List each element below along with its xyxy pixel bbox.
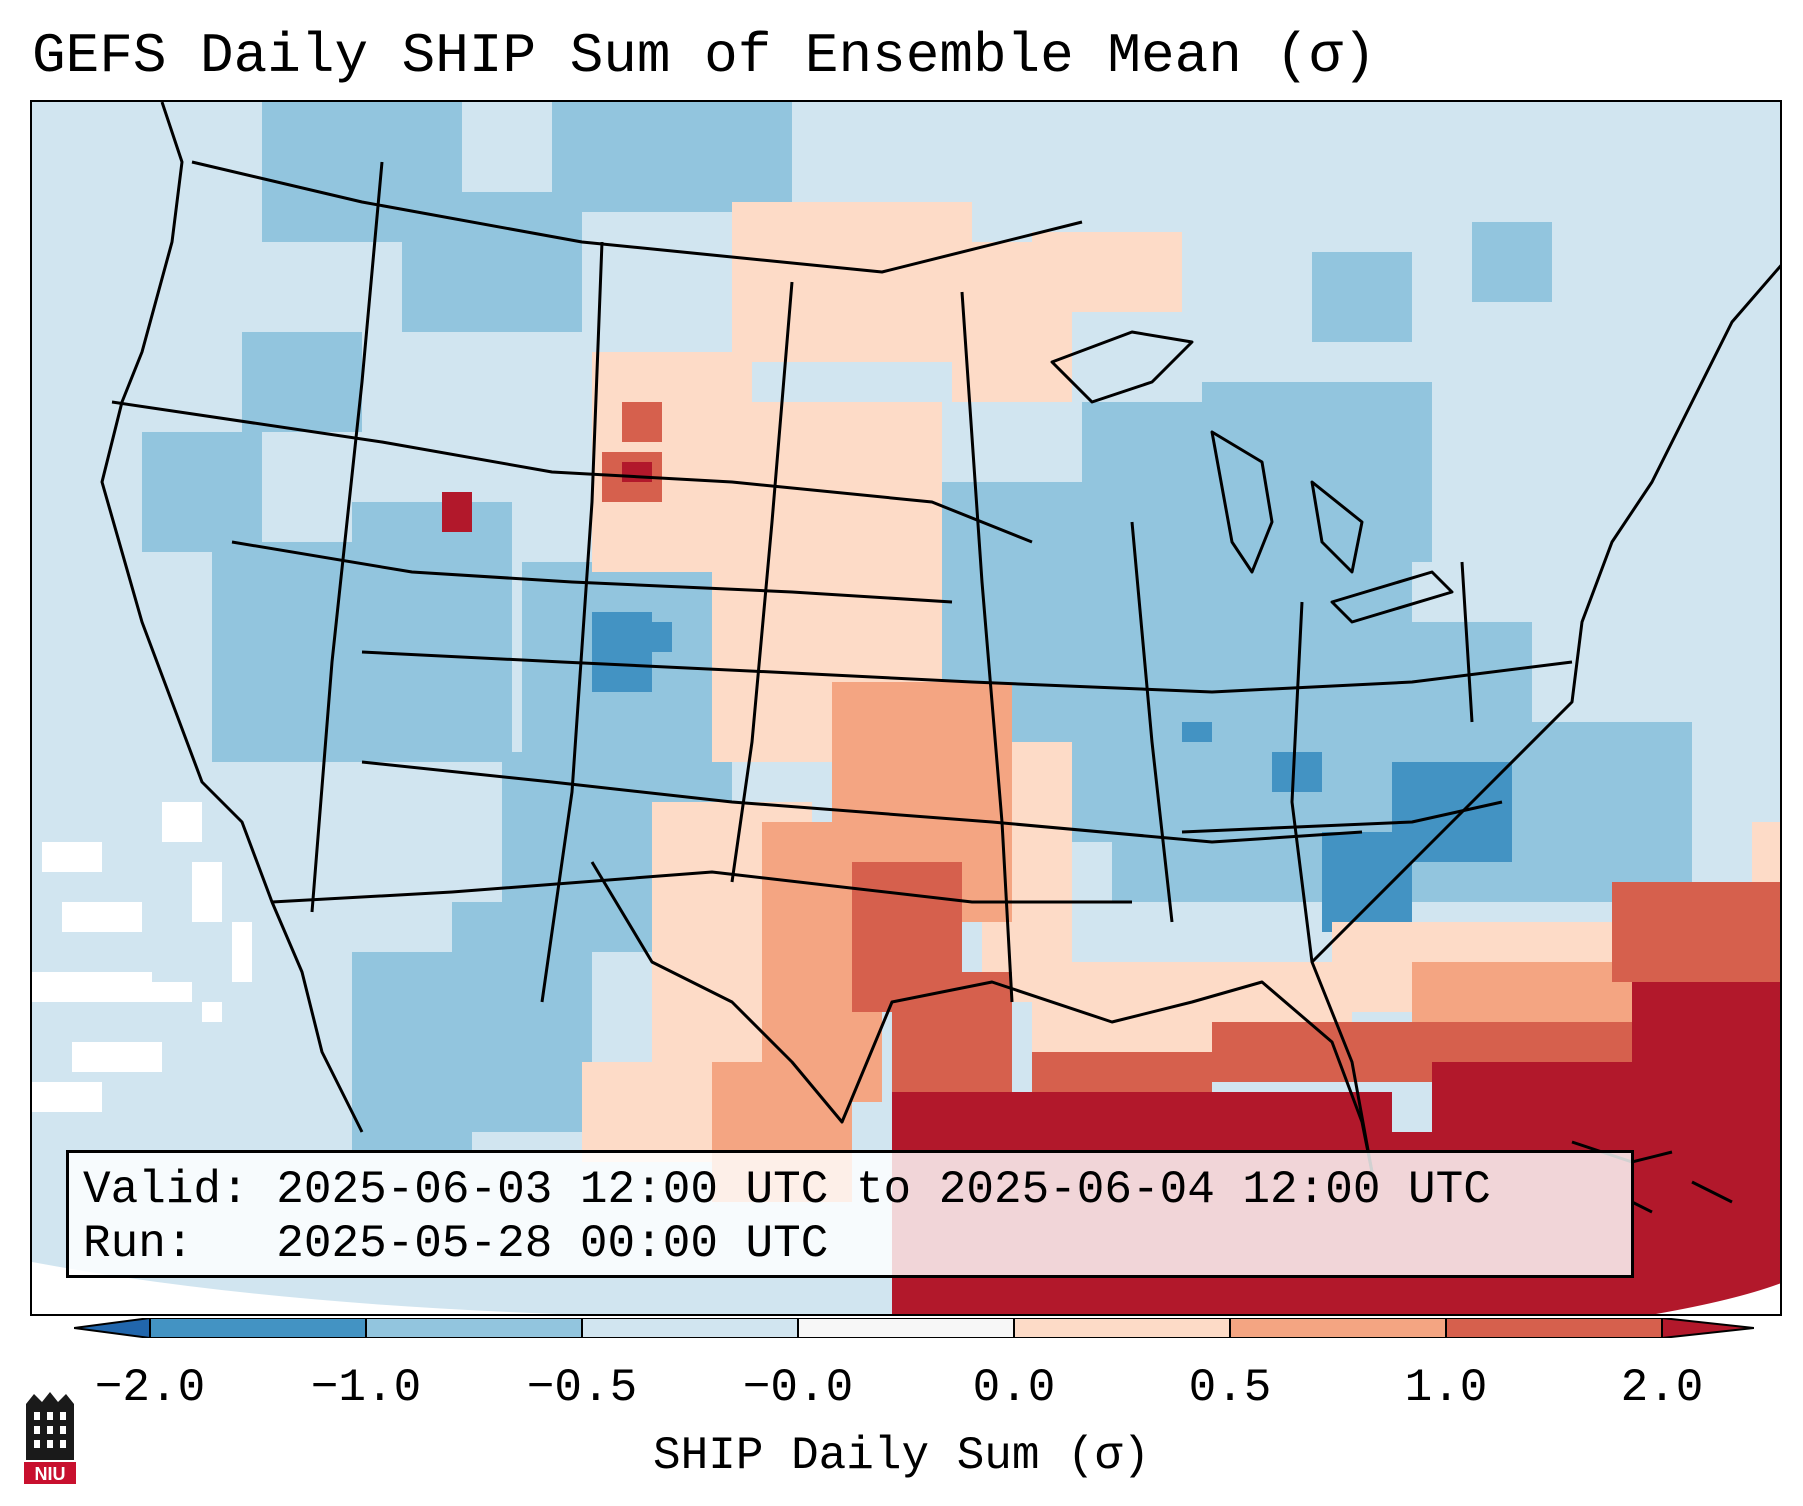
colorbar (74, 1318, 1754, 1338)
projection-edge-left (32, 1262, 559, 1314)
colorbar-tick-label: 0.0 (972, 1362, 1056, 1414)
colorbar-bin-1 (150, 1318, 366, 1338)
map-title: GEFS Daily SHIP Sum of Ensemble Mean (σ) (32, 24, 1377, 88)
run-label: Run: (83, 1218, 194, 1270)
colorbar-extend-low (74, 1318, 150, 1338)
colorbar-bin-7 (1446, 1318, 1662, 1338)
state-line-11 (1290, 601, 1314, 963)
map-panel[interactable] (30, 100, 1782, 1316)
colorbar-ticks (149, 1318, 1663, 1338)
valid-label: Valid: (83, 1164, 249, 1216)
field-neutral-patches (32, 802, 252, 1112)
colorbar-title: SHIP Daily Sum (σ) (653, 1430, 1150, 1482)
colorbar-tick-label: −2.0 (94, 1362, 206, 1414)
validity-info-box: Valid: 2025-06-03 12:00 UTC to 2025-06-0… (66, 1150, 1634, 1278)
lake-superior (1050, 330, 1194, 404)
colorbar-tick-label: −0.5 (526, 1362, 638, 1414)
colorbar-tick-label: 2.0 (1620, 1362, 1704, 1414)
colorbar-bin-4 (798, 1318, 1014, 1338)
lake-michigan (1210, 430, 1274, 574)
state-line-3 (361, 650, 1573, 694)
logo-text: NIU (35, 1464, 66, 1484)
colorbar-tick-label: −1.0 (310, 1362, 422, 1414)
atlantic-coastline (1310, 264, 1780, 1173)
colorbar-bin-3 (582, 1318, 798, 1338)
field-moderate-negative (142, 102, 1692, 1152)
state-line-13 (1181, 800, 1503, 834)
state-line-1 (111, 400, 1033, 544)
state-line-6 (310, 161, 384, 913)
projection-edge-right (1655, 1283, 1780, 1314)
niu-logo: NIU (24, 1392, 76, 1484)
canada-border (191, 160, 1083, 274)
state-line-10 (1130, 521, 1174, 923)
colorbar-bin-6 (1230, 1318, 1446, 1338)
colorbar-tick-label: 1.0 (1404, 1362, 1488, 1414)
colorbar-extend-high (1662, 1318, 1754, 1338)
run-value: 2025-05-28 00:00 UTC (276, 1218, 829, 1270)
gulf-coastline (590, 861, 1374, 1173)
state-line-12 (1460, 561, 1474, 723)
ship-map (32, 102, 1780, 1314)
state-line-8 (730, 281, 794, 883)
boundaries (100, 102, 1780, 1173)
colorbar-tick-label: −0.0 (742, 1362, 854, 1414)
state-line-5 (271, 870, 1132, 904)
lake-erie (1330, 570, 1454, 624)
colorbar-tick-label: 0.5 (1188, 1362, 1272, 1414)
lake-huron (1310, 480, 1364, 574)
state-line-9 (960, 291, 1014, 1003)
colorbar-bin-5 (1014, 1318, 1230, 1338)
state-line-2 (231, 540, 953, 604)
field-strong-negative (592, 612, 1512, 932)
pacific-coastline (100, 102, 364, 1133)
state-line-7 (540, 241, 604, 1003)
state-line-4 (361, 760, 1363, 844)
colorbar-bin-2 (366, 1318, 582, 1338)
valid-value: 2025-06-03 12:00 UTC to 2025-06-04 12:00… (276, 1164, 1491, 1216)
